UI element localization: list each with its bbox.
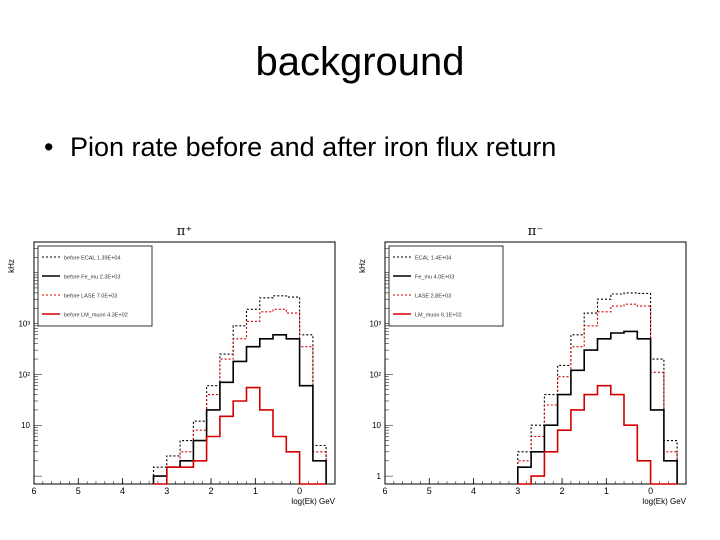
x-tick-label: 4 [120,486,125,496]
y-tick-label: 1 [377,472,382,481]
bullet-item: • Pion rate before and after iron flux re… [44,132,556,163]
x-tick-label: 3 [164,486,169,496]
x-tick-label: 1 [604,486,609,496]
x-tick-label: 5 [76,486,81,496]
x-tick-label: 2 [209,486,214,496]
y-axis-label: kHz [358,259,367,273]
legend-label: before LM_muon 4.3E+02 [64,313,128,319]
legend-label: LASE 2.8E+03 [415,294,451,300]
legend-label: before ECAL 1.39E+04 [64,256,121,262]
y-axis-label: kHz [7,259,16,273]
chart-title: π⁺ [177,224,192,239]
histogram-series-3 [153,386,327,485]
x-tick-label: 4 [471,486,476,496]
legend-box [37,245,153,327]
y-tick-label: 10² [369,370,381,379]
y-tick-label: 10³ [18,320,30,329]
histogram-series-3 [517,384,678,485]
chart-pi-plus: π⁺ kHz 6 5 4 3 2 1 0 log(Ek) GeV 10³ 10² 10 before EC… [2,218,347,508]
y-tick-label: 10 [21,421,30,430]
x-tick-label: 2 [560,486,565,496]
legend-label: before LASE 7.0E+03 [64,294,117,300]
legend-label: Fe_mu 4.0E+03 [415,275,454,281]
slide-title: background [255,40,465,84]
histogram-series-2 [152,334,327,484]
x-tick-label: 5 [427,486,432,496]
x-tick-label: 6 [31,486,36,496]
chart-title: π⁻ [528,224,543,239]
x-axis-label: log(Ek) GeV [642,497,686,506]
y-tick-label: 10² [18,370,30,379]
x-axis-label: log(Ek) GeV [291,497,335,506]
legend-box [388,245,504,327]
histogram-series-0 [152,295,327,484]
bullet-text: Pion rate before and after iron flux ret… [70,132,557,162]
legend-label: LM_muon 6.1E+02 [415,313,462,319]
y-tick-label: 10 [372,421,381,430]
histogram-series-0 [517,292,678,484]
histogram-series-2 [517,330,678,484]
chart-pi-minus: π⁻ kHz 6 5 4 3 2 1 0 log(Ek) GeV 10³ 10² 10 1 ECAL 1.4… [353,218,698,508]
x-tick-label: 0 [297,486,302,496]
legend-label: ECAL 1.4E+04 [415,256,451,262]
x-tick-label: 3 [515,486,520,496]
histogram-series-1 [152,308,327,484]
x-tick-label: 6 [382,486,387,496]
x-tick-label: 0 [648,486,653,496]
legend-label: before Fe_mu 2.3E+03 [64,275,120,281]
y-tick-label: 10³ [369,320,381,329]
bullet-dot: • [44,132,54,162]
x-tick-label: 1 [253,486,258,496]
